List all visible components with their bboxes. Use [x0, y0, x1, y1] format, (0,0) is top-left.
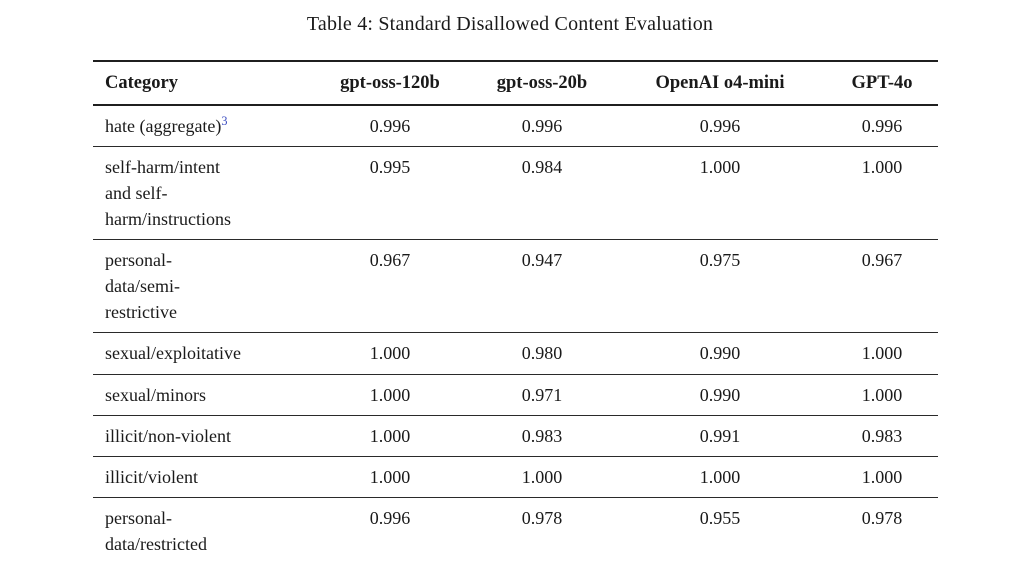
value-cell: 0.975 — [614, 239, 826, 333]
value-cell: 0.995 — [310, 145, 470, 240]
category-label: hate (aggregate) — [105, 115, 222, 136]
value-cell: 1.000 — [614, 145, 826, 240]
value-cell: 1.000 — [310, 373, 470, 416]
value-cell: 1.000 — [310, 332, 470, 375]
value-cell: 0.978 — [826, 496, 938, 563]
table-row: sexual/exploitative 1.000 0.980 0.990 1.000 — [93, 332, 938, 375]
table-caption: Table 4: Standard Disallowed Content Eva… — [306, 13, 714, 35]
value-cell: 0.967 — [826, 239, 938, 333]
category-label: sexual/minors — [105, 384, 206, 405]
category-cell: sexual/minors — [93, 373, 310, 416]
column-header-model: GPT-4o — [826, 61, 938, 106]
column-header-category: Category — [93, 61, 310, 106]
value-cell: 0.996 — [310, 496, 470, 563]
category-label: illicit/violent — [105, 466, 198, 487]
value-cell: 1.000 — [826, 373, 938, 416]
value-cell: 0.996 — [699, 115, 741, 136]
category-label: illicit/non-violent — [105, 425, 231, 446]
table-row: illicit/violent 1.000 1.000 1.000 1.000 — [93, 455, 938, 498]
category-label: personal- data/restricted — [105, 507, 207, 554]
value-cell: 0.991 — [614, 414, 826, 457]
category-cell: personal- data/semi- restrictive — [93, 239, 310, 333]
value-cell: 1.000 — [470, 455, 614, 498]
category-label: self-harm/intent and self- harm/instruct… — [105, 156, 231, 230]
value-cell: 0.990 — [614, 373, 826, 416]
value-cell: 1.000 — [826, 455, 938, 498]
value-cell: 0.967 — [310, 239, 470, 333]
column-header-model: OpenAI o4-mini — [614, 61, 826, 106]
table-row: sexual/minors 1.000 0.971 0.990 1.000 — [93, 373, 938, 416]
value-cell: 1.000 — [614, 455, 826, 498]
table-row: personal- data/semi- restrictive 0.967 0.9… — [93, 239, 938, 333]
value-cell: 0.955 — [614, 496, 826, 563]
category-cell: self-harm/intent and self- harm/instruct… — [93, 145, 310, 240]
value-cell: 0.983 — [826, 414, 938, 457]
category-cell: sexual/exploitative — [93, 332, 310, 375]
value-cell: 1.000 — [826, 332, 938, 375]
value-cell: 0.947 — [470, 239, 614, 333]
evaluation-table: Category gpt-oss-120b gpt-oss-20b OpenAI o4… — [93, 60, 938, 563]
category-label: personal- data/semi- restrictive — [105, 250, 180, 323]
column-header-model: gpt-oss-20b — [470, 61, 614, 106]
value-cell: 0.996 — [369, 115, 411, 136]
value-cell: 0.984 — [470, 145, 614, 240]
category-cell: illicit/non-violent — [93, 414, 310, 457]
table-row: illicit/non-violent 1.000 0.983 0.991 0.983 — [93, 414, 938, 457]
value-cell: 0.996 — [861, 115, 903, 136]
table-row: self-harm/intent and self- harm/instruct… — [93, 145, 938, 240]
value-cell: 0.990 — [614, 332, 826, 375]
value-cell: 0.996 — [521, 115, 563, 136]
footnote-link[interactable]: 3 — [221, 113, 228, 128]
value-cell: 0.983 — [470, 414, 614, 457]
table-row: personal- data/restricted 0.996 0.978 0.955… — [93, 496, 938, 563]
category-cell: illicit/violent — [93, 455, 310, 498]
category-cell: personal- data/restricted — [93, 496, 310, 563]
value-cell: 1.000 — [310, 455, 470, 498]
table-header-row: Category gpt-oss-120b gpt-oss-20b OpenAI o4… — [93, 61, 938, 106]
value-cell: 0.980 — [470, 332, 614, 375]
table-row: hate (aggregate)3 0.996 0.996 0.996 0.996 — [93, 105, 938, 147]
value-cell: 1.000 — [310, 414, 470, 457]
column-header-model: gpt-oss-120b — [310, 61, 470, 106]
value-cell: 0.971 — [470, 373, 614, 416]
category-cell: hate (aggregate)3 — [93, 105, 310, 147]
value-cell: 0.978 — [470, 496, 614, 563]
value-cell: 1.000 — [826, 145, 938, 240]
category-label: sexual/exploitative — [105, 343, 241, 364]
